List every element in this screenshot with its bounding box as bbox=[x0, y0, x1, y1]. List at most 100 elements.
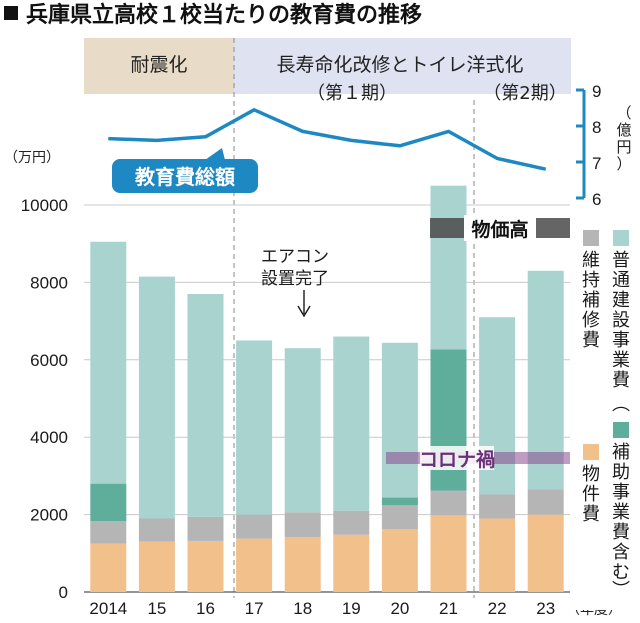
legend-label-hojo: 業 bbox=[612, 502, 630, 523]
line-axis-unit-char: 億 bbox=[616, 121, 631, 139]
legend-label-ippan: 費 bbox=[612, 370, 630, 391]
period-taishin-label: 耐震化 bbox=[130, 54, 187, 76]
x-tick-label: 18 bbox=[293, 599, 312, 618]
total-cost-label-pointer bbox=[205, 148, 225, 160]
bar-bukken-2014 bbox=[90, 543, 127, 592]
bar-iji-17 bbox=[236, 514, 273, 539]
line-axis-tick-label: 7 bbox=[592, 154, 601, 173]
x-tick-label: 22 bbox=[488, 599, 507, 618]
bar-bukken-19 bbox=[333, 534, 370, 592]
y-tick-label: 6000 bbox=[30, 351, 68, 370]
period-phase2-label: （第2期） bbox=[483, 83, 566, 104]
legend-label-bukken: 件 bbox=[582, 484, 600, 505]
legend-label-ippan: 建 bbox=[612, 290, 630, 311]
legend-label-hojo: む bbox=[612, 562, 630, 583]
x-tick-label: 15 bbox=[147, 599, 166, 618]
bar-ippan-15 bbox=[138, 276, 175, 519]
legend-label-hojo: 費 bbox=[612, 522, 630, 543]
legend-label-hojo: 事 bbox=[612, 482, 630, 503]
bar-bukken-15 bbox=[138, 541, 175, 592]
legend-box bbox=[575, 222, 639, 610]
bar-bukken-20 bbox=[381, 529, 418, 592]
title-square-icon bbox=[4, 6, 18, 20]
x-tick-label: 23 bbox=[536, 599, 555, 618]
legend-label-hojo: 補 bbox=[612, 442, 630, 463]
y-tick-label: 4000 bbox=[30, 428, 68, 447]
x-tick-label: 17 bbox=[245, 599, 264, 618]
bar-bukken-18 bbox=[284, 537, 321, 592]
legend-swatch-iji bbox=[583, 230, 599, 246]
y-tick-labels: 0 2000 4000 6000 8000 10000 bbox=[21, 196, 68, 602]
x-tick-labels: 2014 15 16 17 18 19 20 21 22 23 bbox=[89, 599, 555, 618]
bar-iji-20 bbox=[381, 505, 418, 530]
legend-label-ippan: 設 bbox=[612, 310, 630, 331]
period-chouju-label: 長寿命化改修とトイレ洋式化 bbox=[276, 54, 523, 76]
bar-iji-18 bbox=[284, 512, 321, 538]
bar-iji-15 bbox=[138, 518, 175, 542]
bar-hojo-2014 bbox=[90, 483, 127, 522]
line-axis-tick-label: 6 bbox=[592, 190, 601, 209]
period-phase1-label: （第１期） bbox=[307, 83, 397, 104]
bar-hojo-20 bbox=[381, 497, 418, 506]
legend-label-bukken: 費 bbox=[582, 504, 600, 525]
bar-iji-21 bbox=[430, 490, 467, 516]
legend-label-iji: 補 bbox=[582, 290, 600, 311]
bukka-label: 物価高 bbox=[471, 218, 528, 241]
legend-swatch-ippan bbox=[613, 230, 629, 246]
bar-ippan-19 bbox=[333, 336, 370, 511]
bar-ippan-21 bbox=[430, 185, 467, 350]
bar-iji-22 bbox=[479, 494, 516, 519]
y-tick-label: 2000 bbox=[30, 506, 68, 525]
line-axis-unit-char: ） bbox=[616, 155, 631, 173]
bar-ippan-20 bbox=[381, 342, 418, 498]
line-axis-tick-label: 8 bbox=[592, 118, 601, 137]
y-tick-label: 8000 bbox=[30, 273, 68, 292]
legend-swatch-hojo bbox=[613, 422, 629, 438]
x-tick-label: 21 bbox=[439, 599, 458, 618]
chart-title: 兵庫県立高校１校当たりの教育費の推移 bbox=[26, 2, 422, 28]
x-tick-label: 19 bbox=[342, 599, 361, 618]
x-tick-label: 2014 bbox=[89, 599, 127, 618]
total-cost-line bbox=[108, 108, 547, 171]
legend-label-iji: 修 bbox=[582, 310, 600, 331]
aircon-label-line2: 設置完了 bbox=[261, 269, 329, 289]
legend-label-ippan: 普 bbox=[612, 250, 630, 271]
legend-label-ippan: 業 bbox=[612, 350, 630, 371]
line-axis-unit-char: （ bbox=[616, 104, 631, 122]
legend-label-bukken: 物 bbox=[582, 464, 600, 485]
bar-iji-19 bbox=[333, 510, 370, 535]
legend-label-ippan: 事 bbox=[612, 330, 630, 351]
band-chouju bbox=[234, 38, 571, 94]
bar-ippan-16 bbox=[187, 294, 224, 517]
legend-paren-open: ︵ bbox=[612, 394, 630, 415]
bar-bukken-17 bbox=[236, 538, 273, 592]
bar-bukken-16 bbox=[187, 540, 224, 592]
bar-ippan-18 bbox=[284, 348, 321, 513]
legend-swatch-bukken bbox=[583, 444, 599, 460]
y-unit-label: （万円） bbox=[4, 150, 60, 166]
bar-ippan-17 bbox=[236, 340, 273, 515]
line-axis-unit-char: 円 bbox=[616, 138, 631, 156]
bar-bukken-23 bbox=[527, 514, 564, 592]
legend-label-iji: 維 bbox=[582, 250, 600, 271]
total-cost-label-box bbox=[112, 159, 258, 193]
bar-bukken-22 bbox=[479, 518, 516, 592]
aircon-label-line1: エアコン bbox=[261, 247, 329, 267]
bar-iji-23 bbox=[527, 489, 564, 515]
bar-bukken-21 bbox=[430, 515, 467, 592]
legend-label-hojo: 助 bbox=[612, 462, 630, 483]
band-taishin bbox=[84, 38, 234, 94]
bar-ippan-2014 bbox=[90, 241, 127, 484]
line-secondary-axis: 6 7 8 9 （億円） bbox=[576, 82, 632, 209]
corona-banner-label-bg bbox=[420, 446, 494, 470]
legend-label-ippan: 通 bbox=[612, 270, 630, 291]
corona-label: コロナ禍 bbox=[419, 448, 495, 471]
x-tick-label: 20 bbox=[390, 599, 409, 618]
y-tick-label: 0 bbox=[59, 583, 68, 602]
bukka-banner-label-bg bbox=[464, 215, 536, 241]
legend-label-hojo: 含 bbox=[612, 542, 630, 563]
total-cost-label: 教育費総額 bbox=[135, 165, 235, 189]
x-tick-label: 16 bbox=[196, 599, 215, 618]
